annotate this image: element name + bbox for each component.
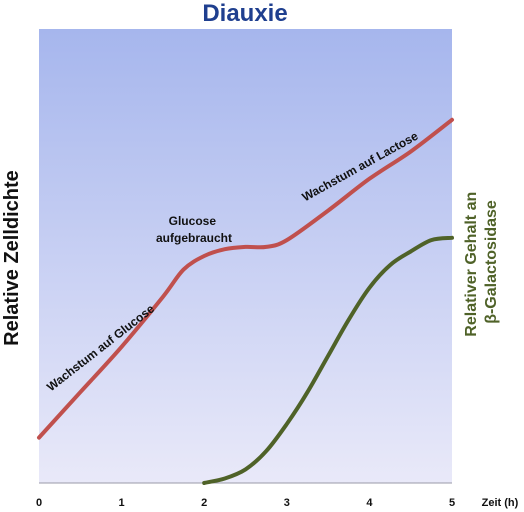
chart-title: Diauxie [202, 0, 287, 27]
secondary-y-label-line-2: β-Galactosidase [483, 200, 500, 324]
x-tick-label-4: 4 [366, 497, 373, 509]
x-axis-label: Zeit (h) [482, 497, 519, 509]
y-axis-label: Relative Zelldichte [1, 170, 23, 346]
x-tick-label-0: 0 [36, 497, 42, 509]
x-tick-label-3: 3 [284, 497, 290, 509]
series-line-cell-density [37, 117, 454, 440]
annotation-glucose-used-line-2: aufgebraucht [156, 231, 232, 245]
secondary-y-axis-label: Relativer Gehalt an β-Galactosidase [463, 187, 500, 336]
x-tick-label-5: 5 [449, 497, 455, 509]
series-line-beta-galactosidase [202, 235, 454, 485]
annotation-glucose-used: Glucose aufgebraucht [156, 214, 232, 245]
plot-area [39, 29, 452, 483]
secondary-y-label-line-1: Relativer Gehalt an [463, 192, 480, 337]
annotation-glucose-used-line-1: Glucose [169, 214, 217, 228]
x-tick-label-2: 2 [201, 497, 207, 509]
series-layer [37, 117, 454, 485]
x-tick-labels: 0 1 2 3 4 5 [36, 497, 455, 509]
x-tick-label-1: 1 [119, 497, 125, 509]
